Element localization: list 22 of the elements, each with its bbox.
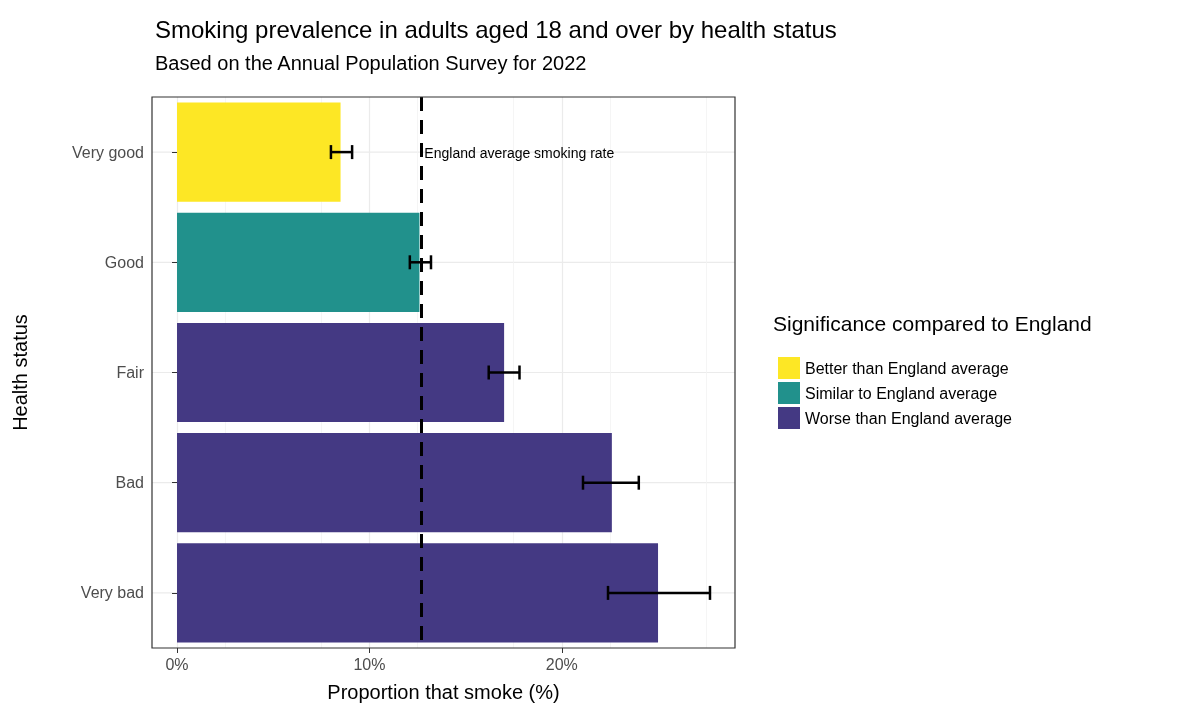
x-tick-label: 20% bbox=[545, 655, 578, 673]
bar bbox=[177, 543, 659, 643]
legend-label: Better than England average bbox=[805, 359, 1009, 377]
legend-label: Worse than England average bbox=[805, 409, 1013, 427]
x-tick-label: 10% bbox=[353, 655, 386, 673]
y-tick-label: Very bad bbox=[80, 584, 144, 602]
y-axis-title: Health status bbox=[9, 314, 31, 431]
y-tick-label: Fair bbox=[116, 364, 145, 381]
x-tick-label: 0% bbox=[165, 655, 189, 673]
y-tick-label: Very good bbox=[71, 143, 144, 161]
legend-label: Similar to England average bbox=[805, 384, 998, 402]
bar bbox=[177, 433, 612, 533]
legend-title: Significance compared to England bbox=[773, 312, 1092, 335]
chart-title: Smoking prevalence in adults aged 18 and over by health status bbox=[155, 15, 837, 43]
bar bbox=[177, 102, 341, 202]
x-axis-title: Proportion that smoke (%) bbox=[327, 681, 560, 703]
bar bbox=[177, 322, 505, 423]
y-tick-label: Good bbox=[104, 253, 144, 271]
chart-subtitle: Based on the Annual Population Survey for 2022 bbox=[155, 52, 587, 74]
bar bbox=[177, 212, 420, 312]
y-tick-label: Bad bbox=[115, 474, 144, 492]
ref-line-label: England average smoking rate bbox=[424, 145, 615, 161]
